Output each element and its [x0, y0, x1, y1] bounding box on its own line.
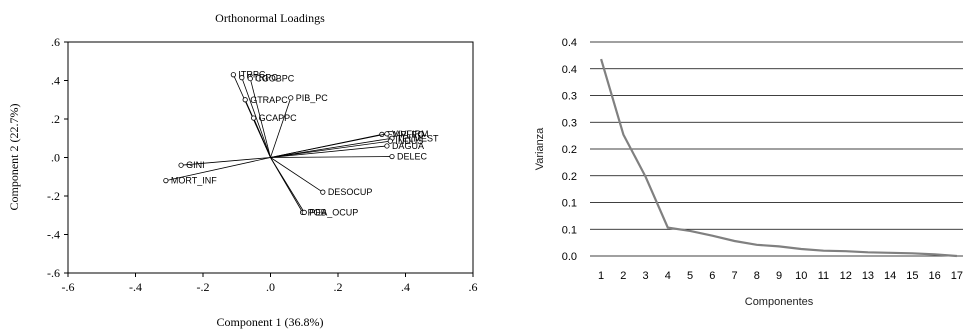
loadings-y-tick-label: .4 [51, 74, 60, 88]
loading-vector-gcappc [253, 117, 271, 158]
loading-vector-pib-pc [270, 97, 292, 158]
variance-x-ticks: 1 2 3 4 5 6 7 8 9 10 11 12 13 14 15 16 17 [598, 270, 963, 282]
loading-vector-desocup [270, 157, 324, 193]
loading-point-itrpc [230, 72, 236, 78]
variance-y-tick-label: 0.4 [562, 37, 577, 49]
loading-label-pib-pc: PIB_PC [296, 93, 329, 103]
loading-label-desocup: DESOCUP [328, 187, 373, 197]
loading-point-pea-ocup [301, 209, 307, 215]
variance-y-tick-label: 0.3 [562, 91, 577, 103]
loading-point-delec [389, 153, 395, 160]
variance-y-ticks: 0.0 0.1 0.1 0.2 0.2 0.3 0.3 0.4 0.4 [562, 37, 577, 263]
loadings-x-ticks: -.6 -.4 -.2 .0 .2 .4 .6 [62, 273, 478, 294]
loading-label-dagua: DAGUA [392, 141, 424, 151]
loadings-x-tick-label: .0 [266, 280, 275, 294]
loadings-chart: Orthonormal Loadings -.6 -.4 -.2 .0 .2 .4 .6 -… [7, 11, 478, 329]
loadings-x-axis-label: Component 1 (36.8%) [217, 315, 324, 329]
loading-label-gcappc: GCAPPC [259, 113, 298, 123]
variance-x-tick-label: 8 [754, 270, 760, 282]
variance-x-tick-label: 12 [840, 270, 852, 282]
loadings-y-ticks: -.6 -.4 -.2 .0 .2 .4 .6 [47, 35, 68, 280]
loading-point-gcappc [251, 115, 257, 121]
loading-vector-telmest [270, 137, 393, 158]
loading-vector-pea-ocup [270, 157, 305, 213]
loading-vector-vivfirm [270, 133, 388, 158]
variance-x-tick-label: 6 [709, 270, 715, 282]
loading-point-dagua [384, 143, 390, 149]
variance-x-tick-label: 9 [776, 270, 782, 282]
loading-point-gtrapc [242, 97, 248, 103]
loadings-x-tick-label: -.6 [62, 280, 75, 294]
variance-y-tick-label: 0.2 [562, 171, 577, 183]
variance-x-tick-label: 5 [687, 270, 693, 282]
variance-y-tick-label: 0.4 [562, 64, 577, 76]
loading-point-mort-inf [163, 178, 169, 184]
loadings-x-tick-label: .2 [334, 280, 343, 294]
loadings-y-tick-label: -.6 [47, 266, 60, 280]
loading-point-ctrpc [239, 75, 245, 81]
loading-vector-cgobpc [249, 78, 271, 158]
loading-label-mort-inf: MORT_INF [171, 176, 217, 186]
loading-label-vivfirm: VIVFIRM [392, 129, 429, 139]
variance-x-tick-label: 7 [731, 270, 737, 282]
loadings-x-tick-label: -.4 [129, 280, 142, 294]
variance-x-tick-label: 1 [598, 270, 604, 282]
loadings-x-tick-label: -.2 [197, 280, 210, 294]
variance-x-tick-label: 4 [665, 270, 671, 282]
loading-vector-indus [270, 140, 391, 158]
variance-chart: 0.00.10.10.20.20.30.30.40.4 1 2 3 4 5 6 7 8 9 10 1… [534, 37, 963, 308]
variance-y-tick-label: 0.2 [562, 144, 577, 156]
loading-point-cgobpc [247, 75, 253, 82]
loading-label-delec: DELEC [397, 152, 428, 162]
loading-label-itrpc: ITRPC [238, 70, 266, 80]
loading-label-telmest: TELMEST [397, 133, 439, 143]
loading-point-gini [178, 162, 184, 168]
variance-gridlines [590, 41, 963, 257]
variance-x-tick-label: 13 [862, 270, 874, 282]
loading-point-vivfirm [384, 131, 390, 137]
loadings-y-axis-label: Component 2 (22.7%) [7, 104, 21, 211]
variance-x-tick-label: 17 [951, 270, 963, 282]
loading-label-gtrapc: GTRAPC [250, 95, 288, 105]
loading-label-gini: GINI [186, 160, 205, 170]
loading-label-pea-ocup: PEA_OCUP [309, 207, 358, 217]
loading-label-empleo: EMPLEO [387, 129, 425, 139]
loadings-x-tick-label: .6 [469, 280, 478, 294]
loading-point-desocup [320, 189, 326, 195]
loadings-y-tick-label: -.2 [47, 189, 60, 203]
variance-x-tick-label: 14 [884, 270, 896, 282]
loading-label-indus: INDUS [395, 136, 423, 146]
variance-line [600, 58, 957, 258]
variance-x-tick-label: 3 [643, 270, 649, 282]
loading-label-pob: POB [308, 207, 327, 217]
loadings-chart-title: Orthonormal Loadings [215, 11, 325, 25]
loadings-y-tick-label: .2 [51, 112, 60, 126]
variance-x-axis-label: Componentes [745, 296, 814, 308]
loadings-y-tick-label: -.4 [47, 228, 60, 242]
loadings-x-tick-label: .4 [401, 280, 410, 294]
loadings-y-tick-label: .0 [51, 151, 60, 165]
variance-y-tick-label: 0.1 [562, 198, 577, 210]
variance-y-axis-label: Varianza [534, 127, 546, 170]
loading-label-ctrpc: CTRPC [247, 73, 278, 83]
variance-x-tick-label: 2 [620, 270, 626, 282]
loading-vector-dagua [270, 145, 387, 158]
loading-vector-gini [181, 157, 271, 166]
loadings-y-tick-label: .6 [51, 35, 60, 49]
loading-vector-mort-inf [165, 157, 271, 181]
loading-label-cgobpc: CGOBPC [255, 74, 295, 84]
variance-x-tick-label: 15 [906, 270, 918, 282]
loading-point-indus [387, 138, 393, 144]
loading-point-pib-pc [288, 95, 294, 101]
variance-x-tick-label: 11 [818, 270, 829, 282]
loading-vector-delec [270, 156, 393, 158]
variance-y-tick-label: 0.0 [562, 251, 577, 263]
variance-y-tick-label: 0.1 [562, 224, 577, 236]
variance-y-tick-label: 0.3 [562, 117, 577, 129]
variance-x-tick-label: 10 [795, 270, 807, 282]
variance-x-tick-label: 16 [929, 270, 941, 282]
